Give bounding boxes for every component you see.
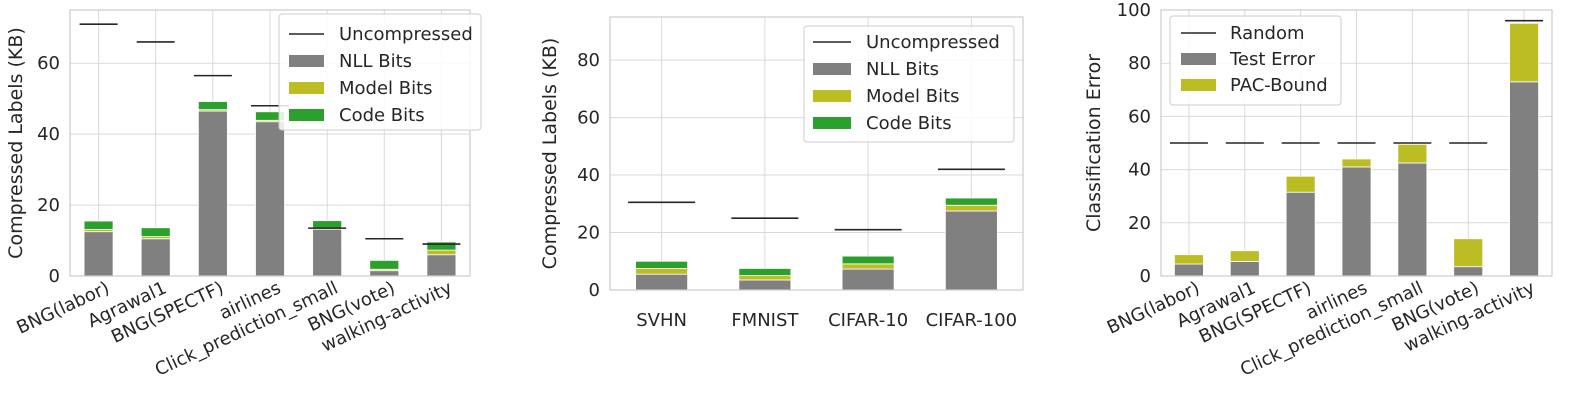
legend-entry-label: NLL Bits <box>866 59 939 80</box>
bar-segment-model-bits <box>738 275 792 281</box>
plot-frame <box>609 16 1024 291</box>
legend: Uncompressed NLL Bits Model Bits Code Bits <box>278 13 482 131</box>
y-axis-label: Classification Error <box>1083 54 1105 232</box>
bar-segment-pac-bound <box>1174 254 1204 265</box>
bar-segment-test-error <box>1397 162 1428 277</box>
legend-swatch-code-bits <box>813 117 851 129</box>
bar-segment-test-error <box>1453 266 1484 277</box>
legend-swatch-nll-bits <box>813 63 851 75</box>
bar-segment-code-bits <box>312 220 343 229</box>
y-tick-label: 20 <box>1128 213 1151 234</box>
bar-segment-test-error <box>1174 263 1204 277</box>
bar-segment-code-bits <box>140 227 171 238</box>
bar-segment-nll-bits <box>197 110 228 277</box>
bar-segment-code-bits <box>369 259 400 270</box>
legend-swatch-model-bits <box>289 82 324 94</box>
y-tick-label: 40 <box>1128 160 1151 181</box>
legend-swatch-pac-bound <box>1181 79 1216 91</box>
bar-segment-code-bits <box>738 268 792 277</box>
bar-segment-test-error <box>1341 166 1372 277</box>
x-tick-label: SVHN <box>636 310 687 331</box>
bar-segment-model-bits <box>944 204 998 212</box>
chart-panel-label-compression-images: 0 20 40 60 80 SVHN FMNIST CIFAR-10 CIFAR-100 Comp… <box>539 16 1024 331</box>
bar-segment-code-bits <box>197 101 228 111</box>
legend-entry-label: Code Bits <box>339 105 425 126</box>
bar-segment-model-bits <box>635 268 689 275</box>
y-tick-label: 0 <box>589 280 600 301</box>
legend: Random Test Error PAC-Bound <box>1169 15 1342 106</box>
legend-entry-label: Random <box>1230 23 1305 44</box>
bar-segment-nll-bits <box>738 279 792 291</box>
bar-segment-pac-bound <box>1453 238 1484 268</box>
y-tick-label: 0 <box>49 266 60 287</box>
bar-segment-code-bits <box>426 241 457 251</box>
legend-entry-label: Uncompressed <box>339 24 473 45</box>
y-tick-label: 0 <box>1140 266 1151 287</box>
bar-segment-code-bits <box>635 260 689 269</box>
y-tick-label: 60 <box>577 108 600 129</box>
bar-segment-nll-bits <box>369 270 400 277</box>
legend-box <box>803 25 1015 143</box>
bar-segment-model-bits <box>841 263 895 270</box>
y-tick-label: 60 <box>37 53 60 74</box>
plot-frame <box>69 9 471 277</box>
legend-entry-label: Model Bits <box>339 78 433 99</box>
bar-segment-nll-bits <box>635 273 689 291</box>
chart-panel-classification-error: 020406080100BNG(labor)Agrawal1BNG(SPECTF… <box>1083 0 1553 381</box>
bar-segment-code-bits <box>841 255 895 265</box>
legend-swatch-model-bits <box>813 90 851 102</box>
legend: Uncompressed NLL Bits Model Bits Code Bits <box>803 25 1015 143</box>
bar-segment-nll-bits <box>312 228 343 277</box>
y-axis-label: Compressed Labels (KB) <box>5 27 27 259</box>
y-tick-label: 40 <box>577 165 600 186</box>
bar-segment-code-bits <box>944 197 998 206</box>
bar-segment-nll-bits <box>841 268 895 291</box>
bar-segment-nll-bits <box>255 121 285 277</box>
legend-swatch-code-bits <box>289 109 324 121</box>
legend-entry-label: Uncompressed <box>866 32 1000 53</box>
bar-segment-pac-bound <box>1397 143 1428 164</box>
bar-segment-test-error <box>1285 191 1316 277</box>
bar-segment-model-bits <box>426 249 457 256</box>
legend-entry-label: NLL Bits <box>339 51 412 72</box>
bar-segment-test-error <box>1509 81 1539 277</box>
x-tick-label: FMNIST <box>731 310 799 331</box>
x-tick-label: CIFAR-10 <box>828 310 908 331</box>
y-tick-label: 60 <box>1128 106 1151 127</box>
y-tick-label: 100 <box>1117 0 1151 21</box>
bar-segment-pac-bound <box>1285 175 1316 193</box>
bar-segment-nll-bits <box>944 210 998 291</box>
plot-frame <box>1160 9 1553 277</box>
x-tick-label: CIFAR-100 <box>926 310 1018 331</box>
y-tick-label: 20 <box>37 195 60 216</box>
bar-segment-nll-bits <box>426 254 457 277</box>
y-axis-label: Compressed Labels (KB) <box>539 38 561 270</box>
legend-swatch-test-error <box>1181 53 1216 65</box>
y-tick-label: 80 <box>577 50 600 71</box>
chart-panel-label-compression-tabular: 0204060BNG(labor)Agrawal1BNG(SPECTF)airl… <box>5 9 482 381</box>
legend-swatch-nll-bits <box>289 55 324 67</box>
y-tick-label: 80 <box>1128 53 1151 74</box>
bar-segment-nll-bits <box>140 238 171 277</box>
bar-segment-pac-bound <box>1509 22 1539 83</box>
y-tick-label: 20 <box>577 223 600 244</box>
bar-segment-code-bits <box>83 220 114 230</box>
bar-segment-pac-bound <box>1229 250 1260 262</box>
legend-box <box>278 13 482 131</box>
legend-entry-label: Code Bits <box>866 113 952 134</box>
legend-entry-label: Model Bits <box>866 86 960 107</box>
bar-segment-test-error <box>1229 260 1260 277</box>
y-tick-label: 40 <box>37 124 60 145</box>
bar-segment-nll-bits <box>83 231 114 277</box>
legend-entry-label: Test Error <box>1229 49 1316 70</box>
bar-segment-pac-bound <box>1341 158 1372 168</box>
legend-entry-label: PAC-Bound <box>1230 75 1328 96</box>
